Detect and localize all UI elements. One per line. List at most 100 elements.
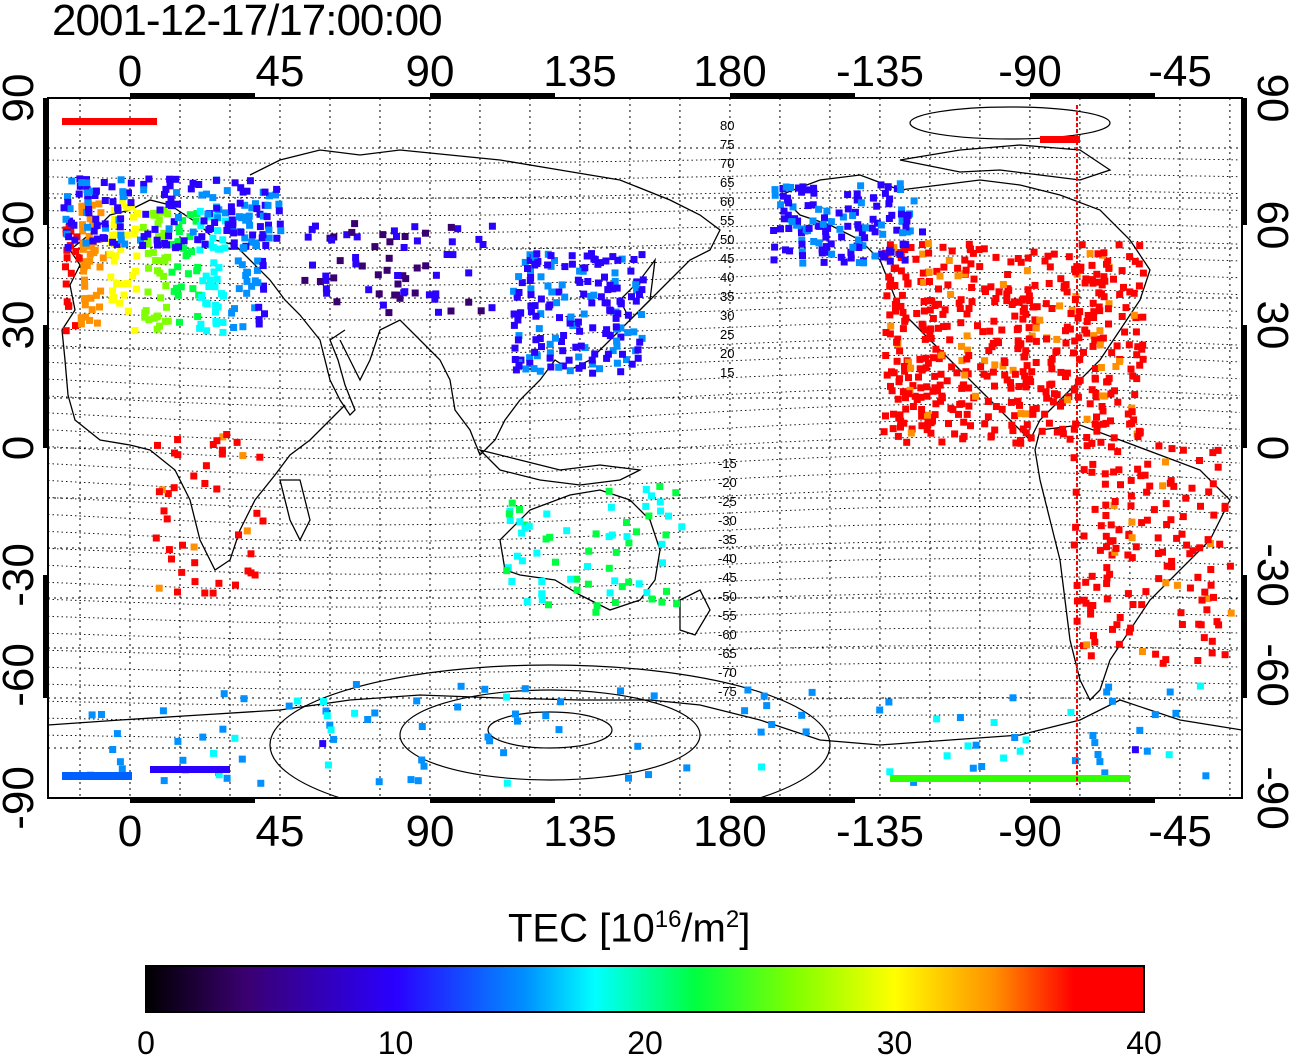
tec-cell (201, 589, 209, 597)
tec-cell (1133, 351, 1141, 359)
tec-cell (1122, 304, 1130, 312)
tec-cell (144, 249, 152, 257)
tec-cell (128, 203, 136, 211)
tec-cell (215, 579, 223, 587)
tec-cell (601, 299, 609, 307)
tec-cell (515, 273, 523, 281)
tec-cell (93, 221, 101, 229)
tec-cell (523, 598, 531, 606)
tec-cell (95, 200, 103, 208)
tec-cell (246, 221, 254, 229)
tec-cell (1093, 583, 1101, 591)
tec-cell (940, 263, 948, 271)
tec-cell (788, 218, 796, 226)
tec-cell (532, 312, 540, 320)
tec-cell (1011, 312, 1019, 320)
tec-cell (614, 256, 622, 264)
colorbar (145, 965, 1145, 1013)
tec-cell (352, 681, 360, 688)
tec-cell (1023, 267, 1031, 275)
tec-cell (457, 682, 465, 690)
tec-cell (322, 285, 330, 293)
tec-cell (263, 213, 271, 221)
tec-cell (96, 263, 104, 271)
tec-cell (261, 188, 269, 196)
tec-cell (99, 254, 107, 262)
contour-label: -35 (718, 532, 737, 547)
tec-cell (933, 715, 941, 723)
tec-cell (1108, 697, 1116, 705)
tec-cell (1195, 620, 1203, 628)
tec-cell (617, 324, 625, 332)
tec-cell (903, 217, 911, 225)
tec-cell (319, 740, 327, 748)
tec-cell (999, 281, 1007, 288)
tec-cell (198, 191, 206, 199)
tec-cell (513, 552, 521, 560)
tec-cell (892, 307, 899, 315)
tec-cell (174, 588, 181, 596)
tec-cell (65, 233, 73, 241)
tec-cell (609, 253, 617, 261)
tec-cell (1080, 348, 1087, 356)
tec-cell (221, 244, 229, 252)
tec-cell (1048, 305, 1056, 312)
tec-cell (784, 211, 792, 219)
tec-cell (932, 400, 940, 408)
tec-cell (1213, 618, 1221, 626)
tec-cell (1016, 747, 1024, 755)
contour-label: -25 (718, 494, 737, 509)
tec-cell (142, 307, 150, 315)
tec-cell (481, 685, 489, 693)
tec-cell (915, 373, 922, 381)
tec-cell (873, 202, 881, 210)
tec-cell (936, 381, 944, 389)
tec-cell (979, 328, 987, 336)
tec-cell (513, 293, 521, 301)
tec-cell (771, 186, 779, 194)
tec-cell (214, 214, 222, 222)
tec-cell (166, 175, 174, 183)
tec-cell (1133, 375, 1141, 383)
tec-cell (1092, 393, 1100, 401)
tec-cell (963, 310, 971, 318)
tec-cell (991, 298, 999, 306)
contour-label: 20 (720, 346, 734, 361)
contour-label: 60 (720, 194, 734, 209)
tec-cell (897, 267, 905, 275)
tec-cell (546, 533, 554, 541)
tec-cell (542, 712, 550, 720)
tec-cell (160, 229, 168, 237)
tec-cell (322, 272, 330, 280)
tec-cell (1050, 250, 1058, 258)
tec-cell (72, 322, 79, 330)
tec-cell (121, 240, 129, 248)
tec-cell (1139, 648, 1146, 655)
tec-cell (1143, 488, 1151, 496)
tec-cell (975, 246, 983, 254)
tec-cell (510, 310, 518, 318)
tec-cell (656, 483, 664, 490)
tec-cell (1025, 335, 1033, 343)
tec-cell (93, 319, 101, 327)
tec-cell (1021, 353, 1029, 361)
tec-cell (1090, 632, 1097, 640)
tec-cell (969, 249, 977, 257)
tec-cell (643, 589, 651, 597)
tec-cell (904, 280, 912, 288)
tec-cell (107, 273, 115, 281)
left-axis-label: -90 (0, 766, 43, 830)
tec-cell (1098, 403, 1106, 410)
tec-cell (597, 293, 605, 301)
tec-cell (174, 451, 182, 459)
tec-cell (967, 422, 974, 430)
tec-cell (1023, 421, 1031, 429)
tec-cell (522, 365, 530, 373)
tec-cell (1015, 383, 1023, 390)
tec-cell (937, 351, 945, 359)
tec-cell (249, 231, 257, 239)
tec-cell (513, 717, 521, 725)
tec-cell (81, 295, 89, 303)
tec-cell (1100, 249, 1108, 257)
tec-cell (86, 257, 94, 265)
